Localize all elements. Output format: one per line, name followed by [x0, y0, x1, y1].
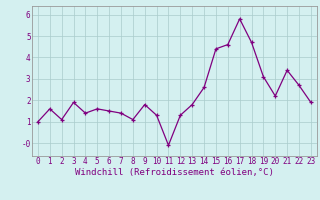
X-axis label: Windchill (Refroidissement éolien,°C): Windchill (Refroidissement éolien,°C)	[75, 168, 274, 177]
